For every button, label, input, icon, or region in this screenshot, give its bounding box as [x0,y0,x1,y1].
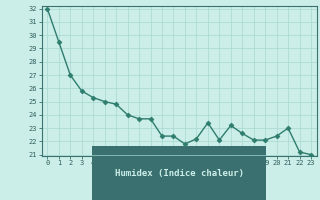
X-axis label: Humidex (Indice chaleur): Humidex (Indice chaleur) [115,169,244,178]
